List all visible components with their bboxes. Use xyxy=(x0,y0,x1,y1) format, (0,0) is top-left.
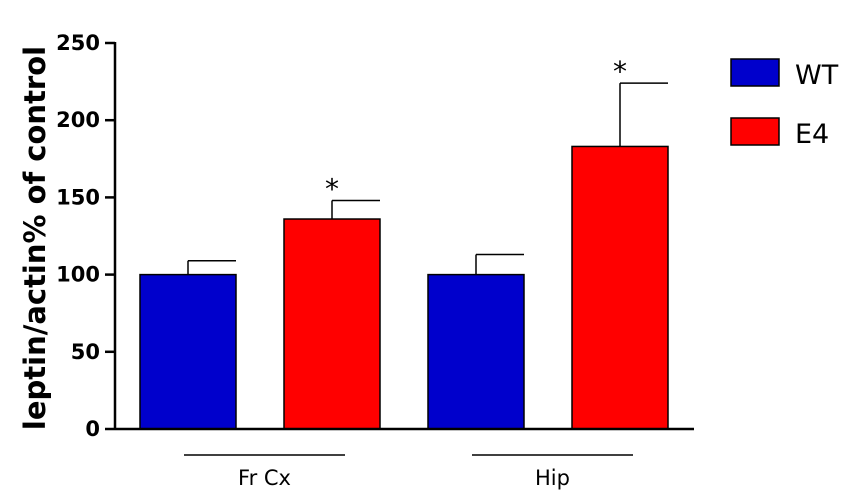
legend-label-wt: WT xyxy=(795,60,839,91)
significance-marker: * xyxy=(613,55,627,88)
legend: WT E4 xyxy=(730,58,839,150)
x-axis: Fr Cx Hip xyxy=(115,427,694,490)
category-label: Fr Cx xyxy=(238,466,291,490)
y-tick-label: 200 xyxy=(56,108,100,132)
legend-swatch-wt xyxy=(730,58,780,87)
y-tick-label: 100 xyxy=(56,263,100,287)
bar-e4-fr-cx xyxy=(283,218,381,430)
legend-swatch-e4 xyxy=(730,117,780,146)
bar-wt-fr-cx xyxy=(139,273,237,430)
legend-label-e4: E4 xyxy=(795,119,829,150)
y-axis: 0 50 100 150 200 250 xyxy=(56,31,117,441)
bar-wt-hip xyxy=(427,273,525,430)
y-tick-label: 50 xyxy=(71,340,100,364)
y-tick-label: 150 xyxy=(56,185,100,209)
significance-marker: * xyxy=(325,172,339,205)
bars: ** xyxy=(139,55,669,430)
y-tick-label: 250 xyxy=(56,31,100,55)
category-label: Hip xyxy=(535,466,570,490)
bar-e4-hip xyxy=(571,145,669,430)
y-tick-label: 0 xyxy=(85,417,100,441)
y-axis-label: leptin/actin% of control xyxy=(18,46,52,430)
